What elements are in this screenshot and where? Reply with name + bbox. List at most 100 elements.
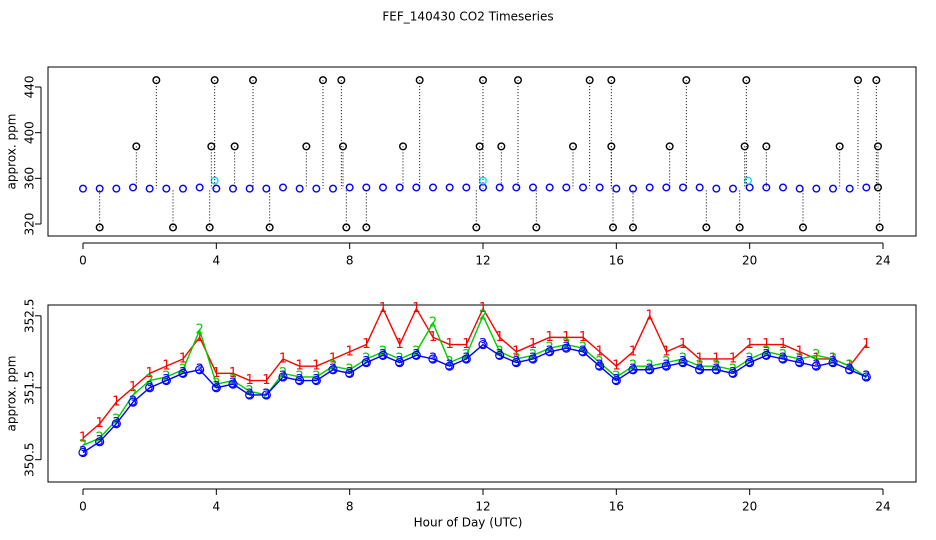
point-glyph: 3 <box>829 355 837 370</box>
point-glyph: 1 <box>246 373 254 388</box>
point <box>362 223 371 232</box>
point-marker <box>311 375 321 386</box>
point-glyph: 3 <box>496 348 504 363</box>
point-marker <box>595 361 605 371</box>
point-marker <box>528 354 538 364</box>
point <box>662 183 671 192</box>
point-marker <box>228 379 238 389</box>
plot-frame <box>47 304 917 483</box>
point <box>545 183 554 192</box>
point <box>529 183 538 192</box>
point <box>514 76 523 85</box>
x-tick-label: 4 <box>213 254 221 268</box>
point-glyph: 1 <box>229 366 237 381</box>
point-glyph: 1 <box>612 359 620 374</box>
x-tick-label: 0 <box>79 500 87 514</box>
point-glyph: 3 <box>612 373 620 388</box>
point-glyph: 3 <box>596 359 604 374</box>
y-tick-label: 440 <box>23 76 37 99</box>
series-line <box>82 314 867 446</box>
point-marker <box>328 365 338 375</box>
point-marker <box>395 357 405 368</box>
point-glyph: 3 <box>662 359 670 374</box>
point-marker <box>861 372 871 382</box>
point <box>412 183 421 192</box>
point-glyph: 3 <box>246 387 254 402</box>
point-glyph: 1 <box>546 330 554 345</box>
point-glyph: 1 <box>662 344 670 359</box>
point <box>607 142 616 151</box>
point <box>629 223 638 232</box>
point-marker <box>111 419 121 429</box>
point <box>78 184 87 193</box>
point <box>178 184 187 193</box>
x-tick-label: 16 <box>609 254 624 268</box>
point-glyph: 3 <box>96 434 104 449</box>
x-tick-label: 24 <box>875 500 890 514</box>
point-glyph: 3 <box>512 355 520 370</box>
point <box>342 223 351 232</box>
point-glyph: 3 <box>346 366 354 381</box>
point-glyph: 2 <box>129 387 137 402</box>
point-glyph: 1 <box>379 301 387 316</box>
point-glyph: 1 <box>479 301 487 316</box>
point-marker <box>261 390 271 400</box>
point-glyph: 3 <box>262 387 270 402</box>
point-glyph: 1 <box>729 351 737 366</box>
point <box>745 183 754 192</box>
point <box>569 142 578 151</box>
point-marker <box>78 447 88 458</box>
point-glyph: 3 <box>462 351 470 366</box>
point-marker <box>511 357 521 368</box>
point-glyph: 1 <box>512 344 520 359</box>
point-marker <box>678 357 688 368</box>
point-glyph: 1 <box>812 351 820 366</box>
point-glyph: 1 <box>696 351 704 366</box>
point-marker <box>295 375 305 386</box>
point-glyph: 1 <box>462 337 470 352</box>
point <box>872 76 881 85</box>
series-line <box>82 306 867 439</box>
point-glyph: 1 <box>796 344 804 359</box>
point <box>744 176 753 185</box>
point-glyph: 3 <box>696 362 704 377</box>
point <box>152 76 161 85</box>
point <box>429 183 438 192</box>
point <box>162 184 171 193</box>
point-glyph: 3 <box>846 362 854 377</box>
point-glyph: 3 <box>746 355 754 370</box>
point <box>874 183 883 192</box>
point <box>262 184 271 193</box>
point-marker <box>795 357 805 368</box>
point <box>742 76 751 85</box>
point-glyph: 3 <box>229 377 237 392</box>
point <box>612 184 621 193</box>
point-glyph: 3 <box>796 355 804 370</box>
point-marker <box>378 350 388 360</box>
point <box>212 184 221 193</box>
point-glyph: 1 <box>862 337 870 352</box>
point-marker <box>628 365 638 375</box>
point-glyph: 1 <box>329 351 337 366</box>
point <box>319 76 328 85</box>
point-marker <box>745 357 755 368</box>
point <box>445 183 454 192</box>
point-glyph: 1 <box>496 330 504 345</box>
point-marker <box>361 357 371 368</box>
point <box>248 76 257 85</box>
point-marker <box>778 354 788 364</box>
point-glyph: 1 <box>112 395 120 410</box>
x-tick-label: 16 <box>609 500 624 514</box>
point <box>645 183 654 192</box>
point <box>835 142 844 151</box>
point-marker <box>278 372 288 382</box>
point-marker <box>811 361 821 371</box>
point <box>829 184 838 193</box>
point-marker <box>761 350 771 360</box>
plot-frame <box>47 66 917 237</box>
point-glyph: 3 <box>412 348 420 363</box>
y-tick-label: 320 <box>23 213 37 236</box>
point <box>695 183 704 192</box>
point-marker <box>95 437 105 447</box>
point-marker <box>828 357 838 368</box>
